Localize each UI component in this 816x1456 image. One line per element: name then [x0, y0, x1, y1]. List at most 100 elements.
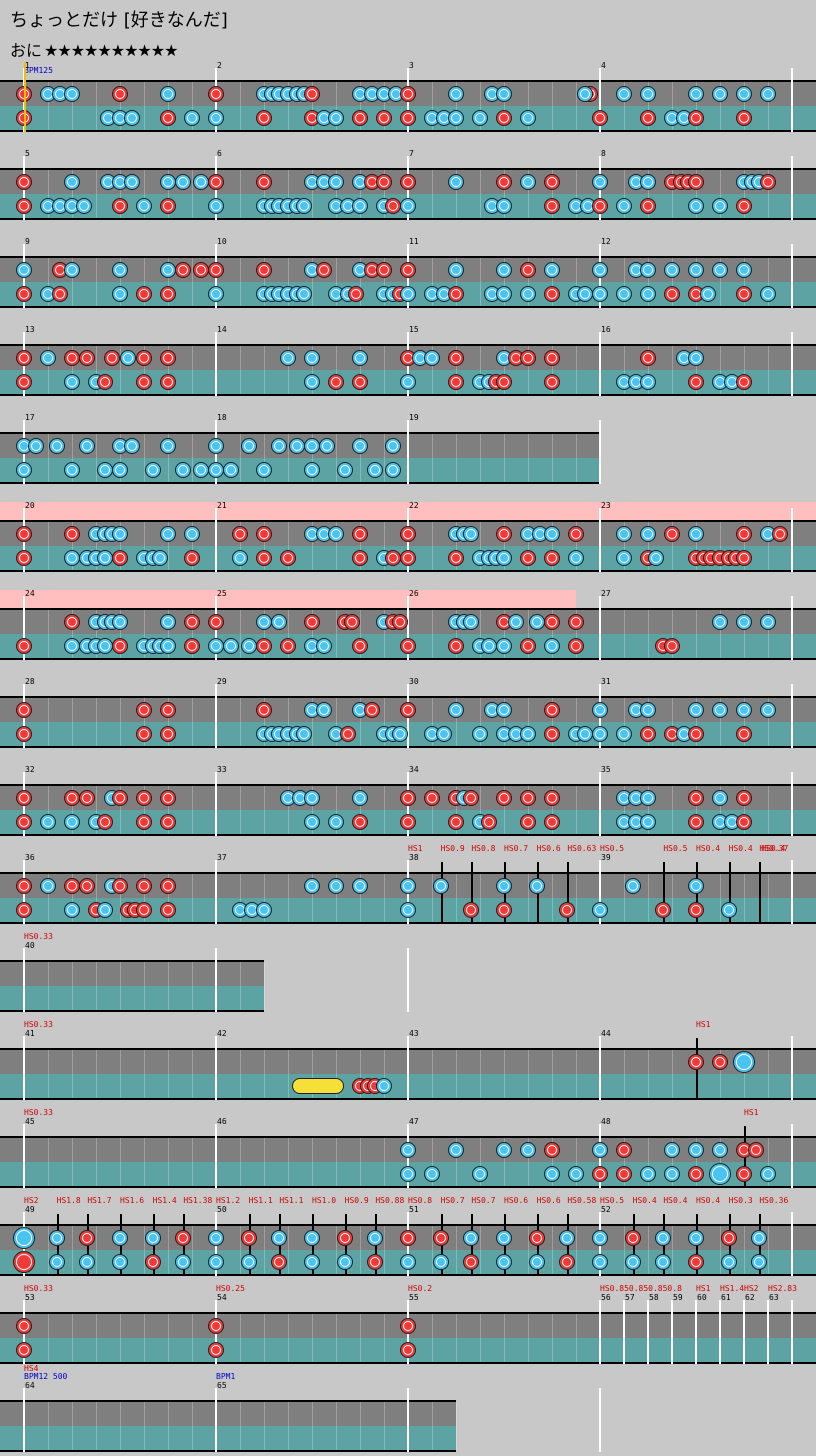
beat-line: [552, 346, 553, 394]
ka-note: [592, 902, 608, 918]
beat-line: [480, 170, 481, 218]
beat-line: [96, 962, 97, 1010]
don-note: [112, 790, 128, 806]
beat-line: [264, 170, 265, 218]
ka-note: [119, 350, 136, 366]
note-inner: [343, 729, 354, 739]
beat-line: [288, 698, 289, 746]
don-note: [208, 1342, 224, 1358]
beat-line: [192, 1138, 193, 1186]
note-inner: [643, 1169, 653, 1179]
don-note: [16, 878, 32, 894]
note-inner: [619, 729, 629, 739]
don-note: [208, 262, 224, 278]
beat-line: [528, 874, 529, 922]
note-inner: [475, 729, 485, 739]
note-inner: [619, 201, 629, 211]
lane-top: [0, 1402, 456, 1426]
don-note: [16, 902, 32, 918]
measure-number: 26: [409, 589, 419, 598]
ka-note: [496, 86, 512, 102]
ka-note: [304, 1254, 320, 1270]
note-inner: [739, 553, 749, 563]
don-note: [592, 1166, 608, 1182]
measure-number: 2: [217, 61, 222, 70]
beat-line: [672, 1226, 673, 1274]
note-inner: [395, 617, 406, 627]
ka-note: [496, 638, 512, 654]
beat-line: [336, 522, 337, 570]
beat-line: [384, 610, 385, 658]
don-note: [528, 1230, 545, 1246]
beat-line: [360, 434, 361, 482]
beat-line: [240, 434, 241, 482]
note-inner: [283, 641, 293, 651]
ka-note: [64, 814, 80, 830]
beat-line: [552, 258, 553, 306]
lane-bottom: [0, 986, 264, 1010]
note-inner: [178, 265, 189, 275]
don-note: [280, 550, 296, 566]
don-note: [184, 638, 200, 654]
note-inner: [331, 177, 341, 187]
ka-note: [240, 1254, 257, 1270]
scroll-speed-marker: HS0.5: [600, 1196, 625, 1205]
don-note: [688, 174, 704, 190]
note-inner: [19, 465, 29, 475]
don-note: [160, 790, 176, 806]
beat-line: [120, 610, 121, 658]
ka-note: [436, 726, 453, 742]
don-note: [376, 262, 392, 278]
note-inner: [499, 641, 509, 651]
scroll-speed-marker: HS0.4: [632, 1196, 657, 1205]
note-inner: [475, 113, 485, 123]
note-inner: [715, 793, 725, 803]
scroll-speed-marker: HS1: [408, 844, 423, 853]
ka-note: [640, 286, 656, 302]
ka-note: [568, 550, 584, 566]
beat-line: [552, 1050, 553, 1098]
ka-note: [208, 198, 224, 214]
note-inner: [736, 1054, 752, 1070]
beat-line: [768, 346, 769, 394]
scroll-speed-marker: HS0.33: [24, 932, 53, 941]
beat-line: [360, 346, 361, 394]
ka-note: [384, 438, 401, 454]
note-inner: [16, 1230, 32, 1246]
beat-line: [168, 1050, 169, 1098]
note-inner: [307, 617, 317, 627]
don-note: [315, 262, 332, 278]
beat-line: [120, 522, 121, 570]
note-inner: [571, 553, 581, 563]
note-inner: [595, 729, 605, 739]
beat-line: [72, 1402, 73, 1450]
note-inner: [435, 1233, 446, 1243]
don-note: [16, 726, 32, 742]
beat-line: [720, 82, 721, 130]
note-inner: [155, 553, 166, 563]
beat-line: [624, 874, 625, 922]
ka-note: [640, 1166, 656, 1182]
note-inner: [355, 881, 365, 891]
beat-line: [120, 698, 121, 746]
beat-line: [264, 698, 265, 746]
don-note: [448, 350, 464, 366]
ka-note: [688, 1142, 704, 1158]
don-note: [112, 878, 128, 894]
ka-note: [576, 86, 593, 102]
note-inner: [667, 265, 677, 275]
note-inner: [547, 793, 557, 803]
note-inner: [715, 89, 725, 99]
beat-line: [480, 1314, 481, 1362]
note-inner: [571, 641, 581, 651]
note-inner: [691, 529, 701, 539]
note-inner: [163, 641, 173, 651]
note-inner: [387, 553, 398, 563]
scroll-speed-marker: HS0.8: [471, 844, 496, 853]
bar-line: [215, 772, 217, 836]
note-inner: [531, 1257, 542, 1267]
ka-note: [496, 550, 512, 566]
note-inner: [691, 377, 701, 387]
beat-line: [432, 1402, 433, 1450]
don-note: [688, 814, 704, 830]
